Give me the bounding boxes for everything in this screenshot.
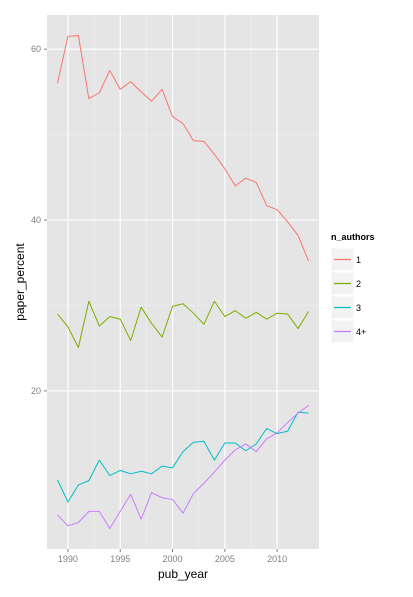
x-tick-label: 1990	[58, 554, 78, 564]
legend-label-1: 1	[356, 255, 361, 265]
y-tick-label: 20	[31, 386, 41, 396]
legend-label-4+: 4+	[356, 327, 366, 337]
x-tick-label: 2005	[215, 554, 235, 564]
x-tick-label: 2010	[267, 554, 287, 564]
y-axis: 20 40 60	[31, 44, 47, 396]
minor-gridlines	[47, 15, 319, 549]
x-tick-label: 2000	[163, 554, 183, 564]
legend: n_authors 1 2 3 4+	[330, 232, 375, 344]
series-line-4+	[57, 405, 309, 529]
y-tick-label: 60	[31, 44, 41, 54]
panel-background	[47, 15, 319, 549]
legend-title: n_authors	[331, 232, 375, 242]
y-axis-title: paper_percent	[13, 243, 27, 321]
series-line-2	[57, 300, 309, 348]
series-line-1	[56, 35, 310, 262]
x-tick-label: 1995	[110, 554, 130, 564]
legend-label-3: 3	[356, 303, 361, 313]
y-tick-label: 40	[31, 215, 41, 225]
x-axis: 1990 1995 2000 2005 2010	[58, 549, 287, 564]
x-axis-title: pub_year	[158, 567, 208, 581]
series-line-3	[57, 411, 309, 503]
series-lines	[56, 35, 310, 529]
legend-label-2: 2	[356, 279, 361, 289]
